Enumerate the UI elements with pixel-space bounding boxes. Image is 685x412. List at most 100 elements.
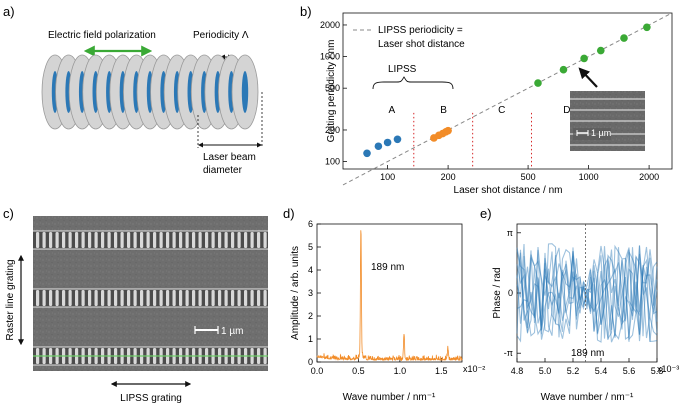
y-tick-label: 5 — [308, 242, 313, 252]
sem-inset: 1 µm — [570, 91, 645, 151]
x-tick-label: 4.8 — [511, 366, 524, 376]
d-multiplier: x10⁻² — [463, 364, 485, 374]
x-tick-label: 5.6 — [623, 366, 636, 376]
lipss-ridge — [133, 290, 137, 306]
x-tick-label: 5.8 — [651, 366, 664, 376]
plot-b-frame — [342, 12, 673, 170]
region-label: C — [498, 105, 505, 116]
lipss-ridge — [263, 290, 267, 306]
lipss-ridge — [101, 232, 105, 248]
periodicity-label: Periodicity Λ — [193, 30, 249, 41]
panel-d-letter: d) — [283, 206, 295, 221]
panel-e-letter: e) — [480, 206, 492, 221]
y-tick-label: 200 — [325, 125, 340, 135]
phase-lines — [516, 243, 658, 343]
lipss-ridge — [127, 232, 131, 248]
inset-arrow — [578, 67, 598, 88]
plot-d-ticks: 0.0 0.5 1.0 1.5 0 1 2 3 4 5 6 — [308, 219, 448, 376]
lipss-ridge — [120, 290, 124, 306]
lipss-ridge — [257, 232, 261, 248]
lipss-ridge — [218, 290, 222, 306]
lipss-ridge — [75, 290, 79, 306]
region-label: B — [440, 105, 447, 116]
x-tick-label: 500 — [521, 172, 536, 182]
lipss-brace — [372, 76, 454, 90]
x-tick-label: 2000 — [639, 172, 659, 182]
peak-label: 189 nm — [371, 262, 404, 273]
lipss-ridge — [62, 290, 66, 306]
panel-c-letter: c) — [3, 206, 14, 221]
lipss-ridge — [42, 290, 46, 306]
lipss-ridge — [81, 290, 85, 306]
lipss-ridge — [172, 232, 176, 248]
lipss-ridge — [224, 290, 228, 306]
lipss-ridge — [231, 232, 235, 248]
laser-shot-discs — [41, 54, 259, 130]
lipss-ridge — [140, 232, 144, 248]
data-point — [596, 46, 605, 55]
lipss-ridge — [153, 232, 157, 248]
lipss-ridge — [55, 232, 59, 248]
beam-label-2: diameter — [203, 165, 243, 176]
lipss-ridge — [81, 232, 85, 248]
lipss-ridge — [153, 290, 157, 306]
lipss-ridge — [218, 232, 222, 248]
lipss-ridge — [36, 290, 40, 306]
data-point — [393, 135, 402, 144]
plot-d-ylabel: Amplitude / arb. units — [290, 246, 301, 340]
raster-line — [33, 231, 268, 249]
data-point — [534, 79, 542, 87]
y-tick-label: 2 — [308, 311, 313, 321]
lipss-ridge — [250, 290, 254, 306]
region-label: A — [389, 105, 396, 116]
lipss-ridge — [205, 290, 209, 306]
x-tick-label: 100 — [380, 172, 395, 182]
lipss-grating-label: LIPSS grating — [120, 393, 182, 404]
x-tick-label: 1.5 — [435, 366, 448, 376]
data-point — [383, 138, 392, 147]
y-tick-label: 4 — [308, 265, 313, 275]
lipss-ridge — [55, 290, 59, 306]
x-tick-label: 1000 — [579, 172, 599, 182]
data-point — [363, 149, 371, 158]
raster-label: Raster line grating — [5, 259, 16, 340]
legend-text-2: Laser shot distance — [378, 39, 465, 50]
plot-b-ticks: 100 200 500 1000 2000 100 200 500 1000 2000 — [320, 20, 659, 182]
lipss-ridge — [159, 232, 163, 248]
phase-line — [516, 246, 658, 343]
lipss-ridge — [94, 290, 98, 306]
lipss-ridge — [101, 290, 105, 306]
panel-a: a) Electric field polarization Periodici… — [3, 4, 263, 176]
lipss-ridge — [88, 290, 92, 306]
lipss-ridge — [237, 232, 241, 248]
c-scale-label: 1 µm — [221, 326, 243, 337]
phase-line — [516, 247, 658, 342]
region-label: D — [563, 105, 570, 116]
plot-d-frame — [316, 223, 463, 363]
lipss-ridge — [114, 232, 118, 248]
phase-line — [516, 250, 658, 336]
y-tick-label: 500 — [325, 83, 340, 93]
x-tick-label: 5.0 — [539, 366, 552, 376]
beam-label-1: Laser beam — [203, 152, 256, 163]
raster-line — [33, 289, 268, 307]
lipss-ridge — [244, 290, 248, 306]
lipss-ridge — [198, 232, 202, 248]
lipss-ridge — [146, 232, 150, 248]
phase-line — [516, 245, 658, 340]
plot-b-xlabel: Laser shot distance / nm — [454, 185, 563, 196]
lipss-ridge — [159, 290, 163, 306]
data-point — [444, 126, 452, 135]
plot-b-ylabel: Grating periodicity / nm — [326, 40, 337, 143]
efield-label: Electric field polarization — [48, 30, 156, 41]
lipss-ridge — [42, 232, 46, 248]
data-point — [374, 142, 383, 151]
lipss-ridge — [237, 290, 241, 306]
phase-line — [516, 246, 658, 343]
marker-label: 189 nm — [571, 348, 604, 359]
lipss-ridge — [49, 232, 53, 248]
lipss-ridge — [114, 290, 118, 306]
y-tick-label: 0 — [308, 357, 313, 367]
lipss-ridge — [185, 290, 189, 306]
